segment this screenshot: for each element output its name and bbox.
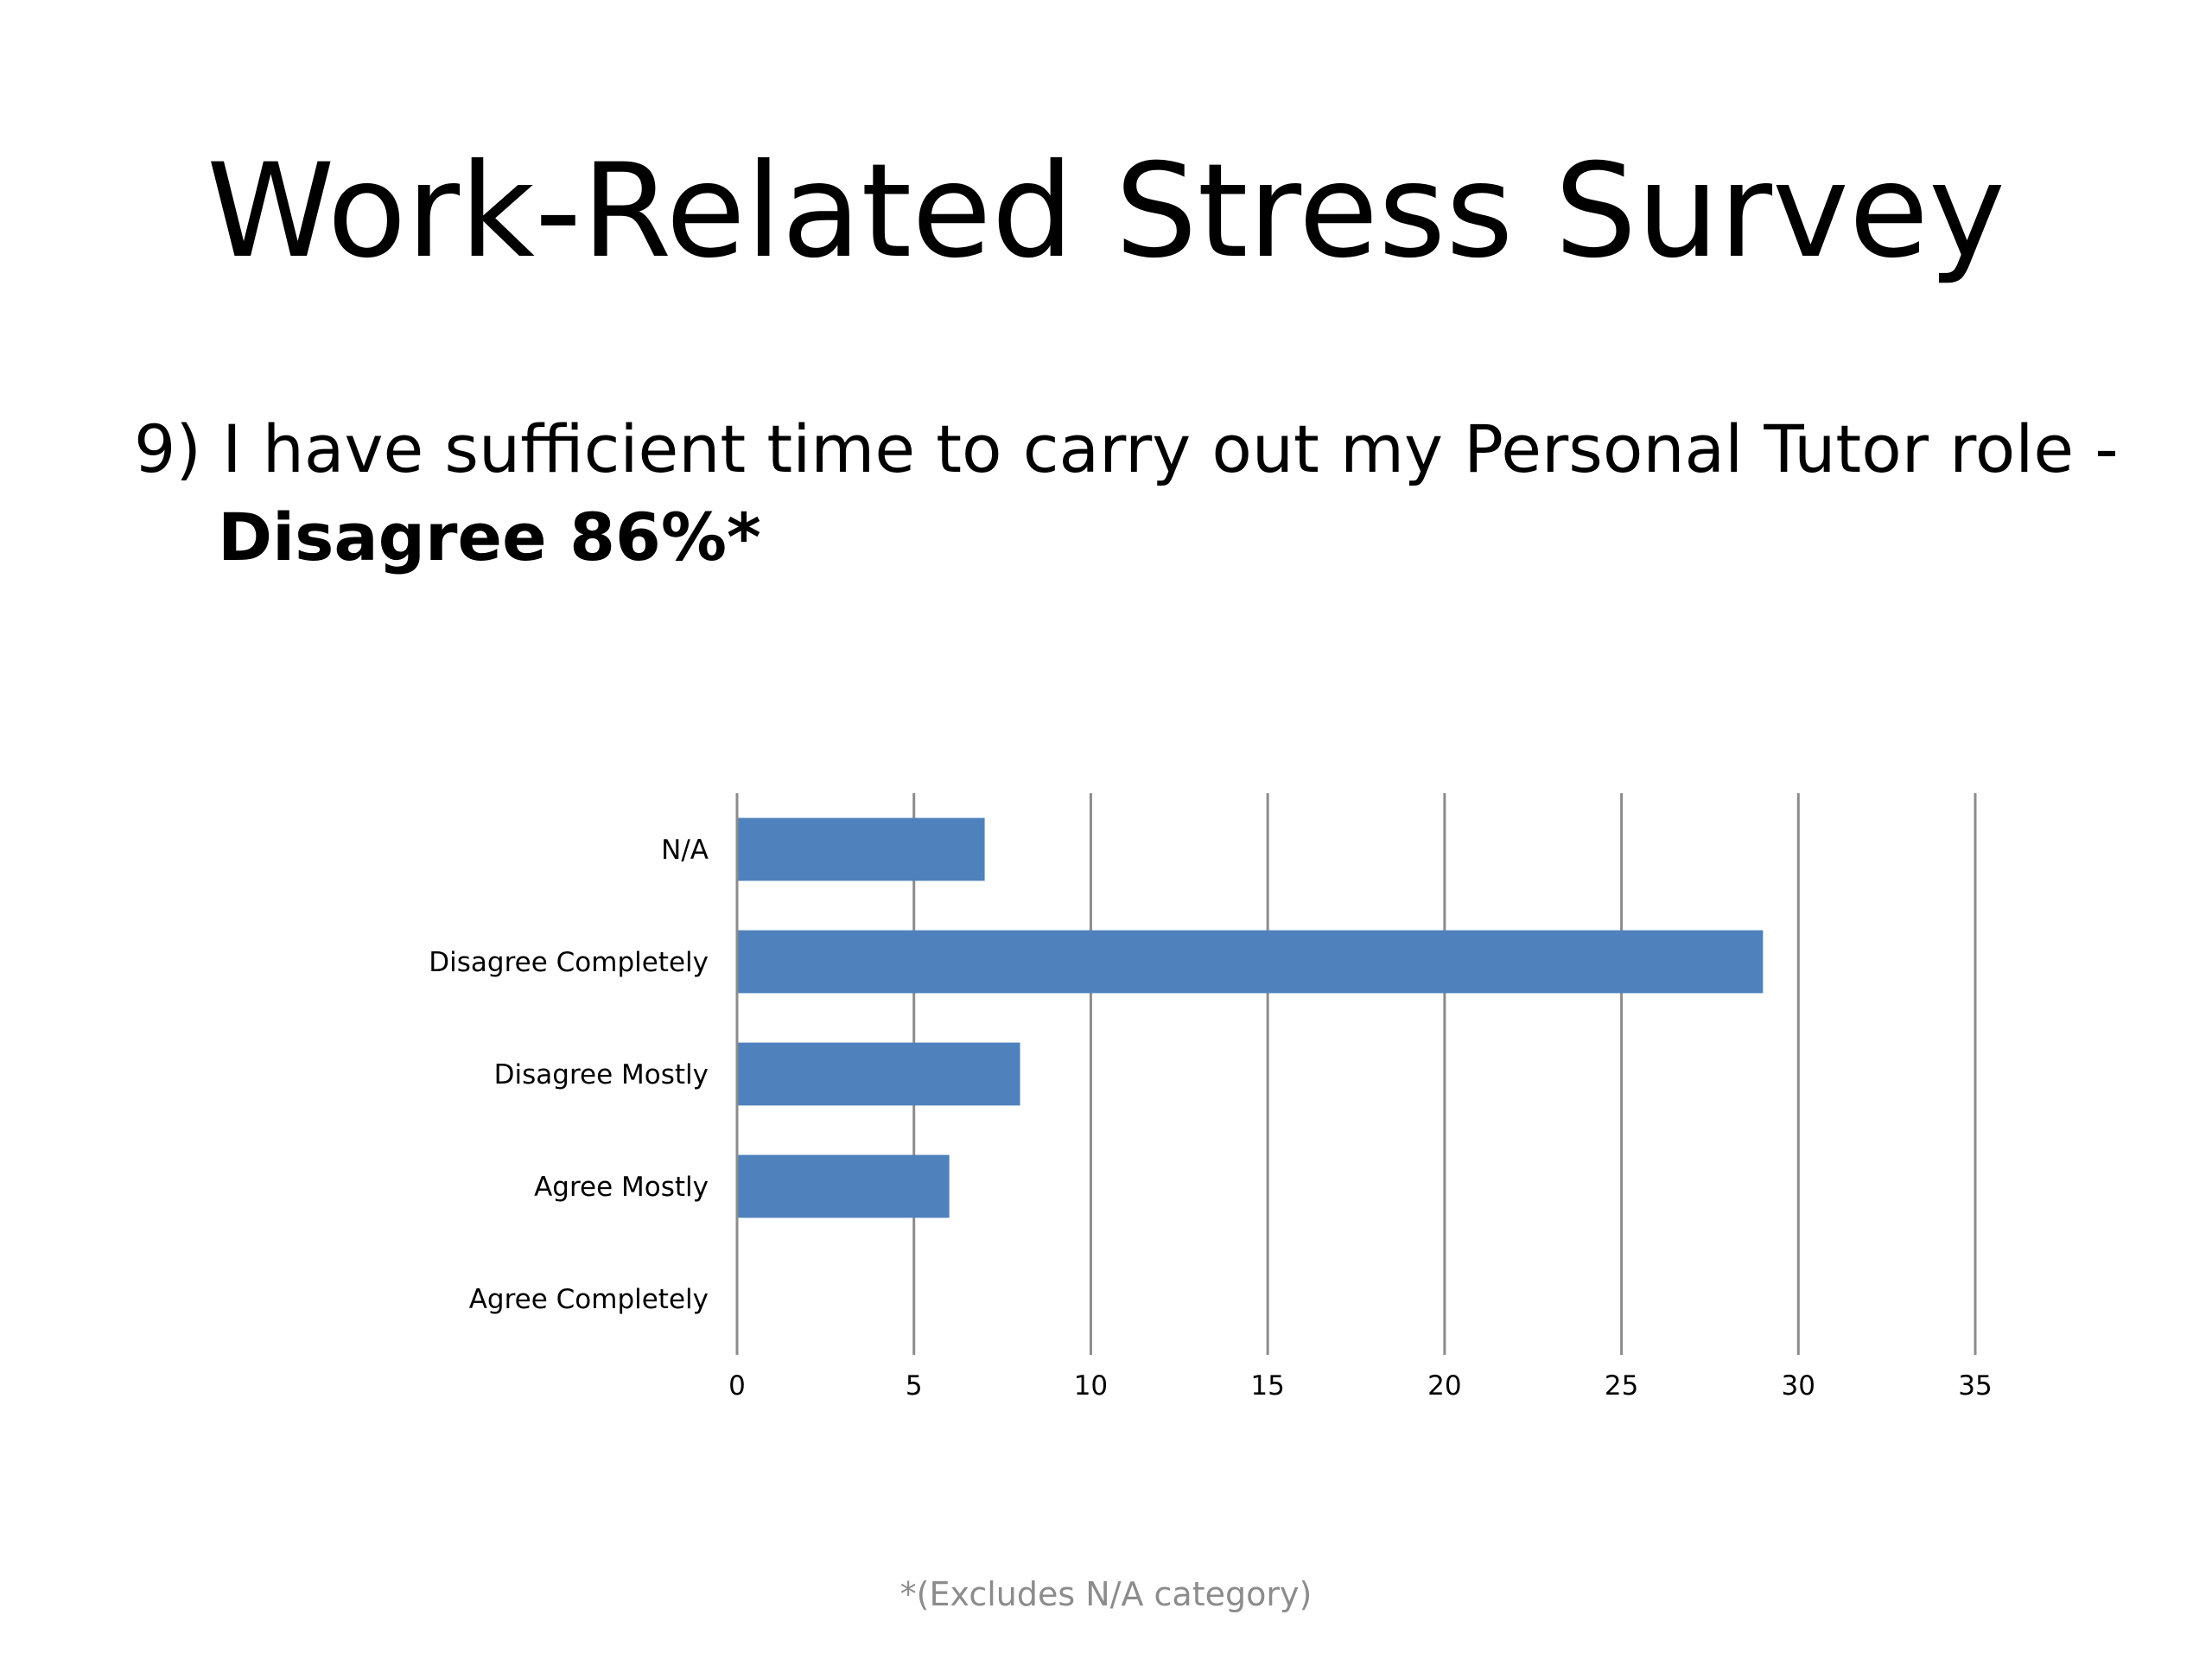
bars bbox=[737, 817, 1764, 1218]
gridlines bbox=[912, 793, 1977, 1355]
x-tick-label: 15 bbox=[1250, 1370, 1284, 1402]
x-tick-labels: 0 5 10 15 20 25 30 35 bbox=[728, 1370, 1993, 1402]
bar-n-a bbox=[737, 817, 985, 881]
question-text: 9) I have sufficient time to carry out m… bbox=[134, 410, 2119, 487]
x-tick-label: 25 bbox=[1605, 1370, 1638, 1402]
bar-disagree-mostly bbox=[737, 1042, 1020, 1106]
category-label: Disagree Mostly bbox=[494, 1059, 709, 1090]
x-tick-label: 30 bbox=[1782, 1370, 1815, 1402]
x-tick-label: 10 bbox=[1074, 1370, 1108, 1402]
x-tick-label: 5 bbox=[906, 1370, 923, 1402]
category-label: Agree Completely bbox=[469, 1284, 709, 1315]
x-tick-label: 35 bbox=[1958, 1370, 1992, 1402]
category-label: Agree Mostly bbox=[534, 1172, 709, 1203]
x-tick-label: 20 bbox=[1427, 1370, 1461, 1402]
result-highlight: Disagree 86%* bbox=[218, 499, 761, 575]
bar-disagree-completely bbox=[737, 930, 1764, 994]
bar-agree-mostly bbox=[737, 1154, 950, 1218]
footnote: *(Excludes N/A category) bbox=[899, 1575, 1313, 1613]
category-label: N/A bbox=[661, 835, 709, 866]
x-tick-label: 0 bbox=[728, 1370, 746, 1402]
category-label: Disagree Completely bbox=[429, 947, 709, 978]
slide-title: Work-Related Stress Survey bbox=[207, 137, 2005, 287]
category-labels: N/A Disagree Completely Disagree Mostly Agr… bbox=[429, 835, 709, 1315]
